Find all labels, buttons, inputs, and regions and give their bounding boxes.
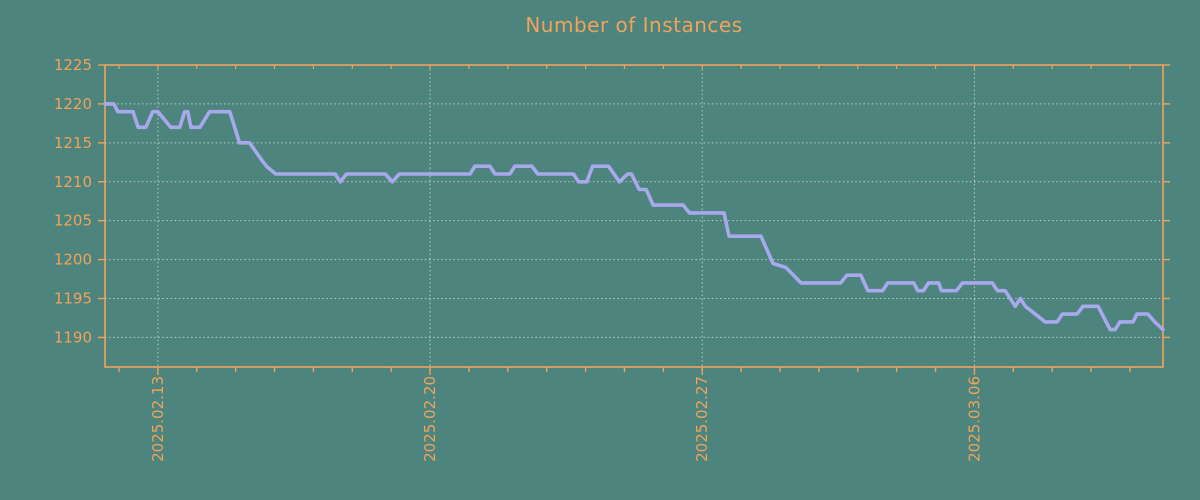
y-tick-labels: 1190 1195 1200 1205 1210 1215 1220 1225 — [54, 56, 92, 346]
y-tick-label: 1220 — [54, 95, 92, 113]
axis-frame — [104, 64, 1164, 368]
x-tick-label: 2025.03.06 — [965, 376, 983, 462]
x-tick-labels: 2025.02.13 2025.02.20 2025.02.27 2025.03.06 — [149, 376, 984, 462]
series-lines — [103, 102, 1165, 332]
y-tick-label: 1190 — [54, 328, 92, 346]
axis-ticks — [98, 64, 1170, 375]
y-tick-label: 1205 — [54, 212, 92, 230]
y-tick-label: 1200 — [54, 251, 92, 269]
y-tick-label: 1210 — [54, 173, 92, 191]
y-tick-label: 1195 — [54, 290, 92, 308]
chart-title: Number of Instances — [525, 13, 743, 37]
x-tick-label: 2025.02.13 — [149, 376, 167, 462]
x-tick-label: 2025.02.27 — [693, 376, 711, 462]
y-tick-label: 1225 — [54, 56, 92, 74]
y-tick-label: 1215 — [54, 134, 92, 152]
instances-line — [103, 102, 1165, 332]
x-tick-label: 2025.02.20 — [421, 376, 439, 462]
grid-lines — [105, 65, 1163, 367]
